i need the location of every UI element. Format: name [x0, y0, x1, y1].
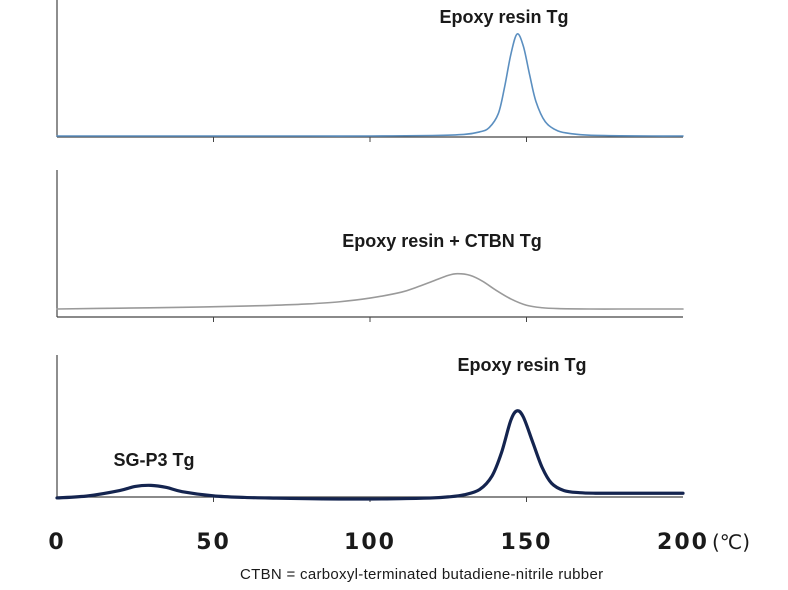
x-tick-label: 150	[501, 530, 553, 555]
x-tick-labels: 0 50 100 150 200 (℃)	[48, 530, 750, 555]
panel-3-annotation-epoxy-tg: Epoxy resin Tg	[457, 355, 586, 375]
x-tick-label: 0	[48, 530, 65, 555]
panel-3-annotation-sg-p3-tg: SG-P3 Tg	[113, 450, 194, 470]
panel-1-annotation-epoxy-tg: Epoxy resin Tg	[439, 7, 568, 27]
panel-2: Epoxy resin + CTBN Tg	[56, 170, 684, 322]
x-tick-label: 50	[196, 530, 231, 555]
footnote: CTBN = carboxyl-terminated butadiene-nit…	[240, 566, 604, 583]
x-unit-label: (℃)	[712, 530, 750, 554]
panel-2-annotation-ctbn-tg: Epoxy resin + CTBN Tg	[342, 231, 542, 251]
panel-1: Epoxy resin Tg	[56, 0, 684, 142]
panel-2-ticks	[213, 317, 527, 322]
panel-3: Epoxy resin Tg SG-P3 Tg	[55, 355, 685, 502]
panel-3-curve	[55, 409, 685, 501]
panel-1-ticks	[213, 137, 527, 142]
x-tick-label: 200	[657, 530, 709, 555]
panel-1-curve	[56, 33, 684, 137]
panel-2-curve	[56, 272, 684, 310]
x-tick-label: 100	[344, 530, 396, 555]
